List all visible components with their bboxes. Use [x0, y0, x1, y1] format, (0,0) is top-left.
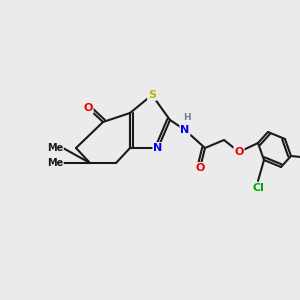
- Text: O: O: [195, 163, 205, 173]
- Text: Me: Me: [47, 143, 63, 153]
- Text: O: O: [83, 103, 93, 113]
- Text: Cl: Cl: [252, 183, 264, 193]
- Text: S: S: [148, 90, 156, 100]
- Text: O: O: [234, 147, 244, 157]
- Text: N: N: [153, 143, 163, 153]
- Text: N: N: [180, 125, 190, 135]
- Text: Me: Me: [47, 158, 63, 168]
- Text: H: H: [183, 113, 191, 122]
